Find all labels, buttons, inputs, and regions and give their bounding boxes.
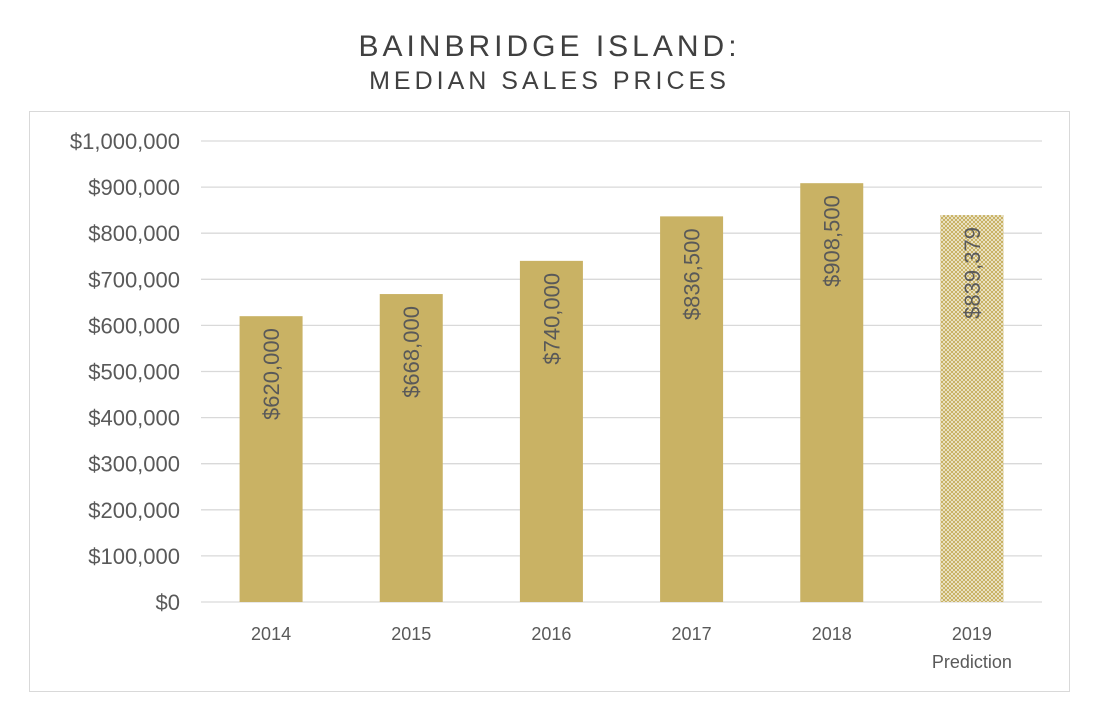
x-category-label: 2017 <box>672 624 712 644</box>
x-category-label: 2018 <box>812 624 852 644</box>
y-tick-label: $100,000 <box>88 544 180 569</box>
y-axis-tick-labels: $0 $100,000 $200,000 $300,000 $400,000 $500,0… <box>70 129 180 615</box>
x-category-label: 2019 <box>952 624 992 644</box>
bar <box>519 260 583 602</box>
chart-title: BAINBRIDGE ISLAND: MEDIAN SALES PRICES <box>0 0 1099 110</box>
bar <box>660 216 724 602</box>
y-tick-label: $600,000 <box>88 313 180 338</box>
bars <box>239 183 1004 603</box>
chart-title-line: BAINBRIDGE ISLAND: <box>358 30 741 63</box>
x-category-label: 2015 <box>391 624 431 644</box>
y-tick-label: $700,000 <box>88 267 180 292</box>
y-tick-label: $1,000,000 <box>70 129 180 154</box>
data-label: $620,000 <box>259 328 284 420</box>
chart-subtitle: MEDIAN SALES PRICES <box>369 67 730 95</box>
data-labels: $620,000 $668,000 $740,000 $836,500 $908,500… <box>259 195 985 420</box>
y-tick-label: $500,000 <box>88 360 180 385</box>
data-label: $839,379 <box>960 227 985 319</box>
x-category-sublabel: Prediction <box>932 652 1012 672</box>
bar-prediction <box>940 215 1004 603</box>
y-tick-label: $300,000 <box>88 452 180 477</box>
plot-area-border <box>29 111 1070 692</box>
x-category-label: 2014 <box>251 624 291 644</box>
y-tick-label: $400,000 <box>88 406 180 431</box>
bar <box>379 294 443 602</box>
y-tick-label: $0 <box>156 590 180 615</box>
y-tick-label: $900,000 <box>88 175 180 200</box>
data-label: $836,500 <box>680 228 705 320</box>
x-axis-category-labels: 2014 2015 2016 2017 2018 2019 Prediction <box>251 624 1012 672</box>
data-label: $908,500 <box>820 195 845 287</box>
data-label: $740,000 <box>539 273 564 365</box>
gridlines <box>201 140 1042 603</box>
bar <box>239 316 303 602</box>
x-category-label: 2016 <box>531 624 571 644</box>
bar <box>800 183 864 602</box>
y-tick-label: $200,000 <box>88 498 180 523</box>
y-tick-label: $800,000 <box>88 221 180 246</box>
data-label: $668,000 <box>399 306 424 398</box>
